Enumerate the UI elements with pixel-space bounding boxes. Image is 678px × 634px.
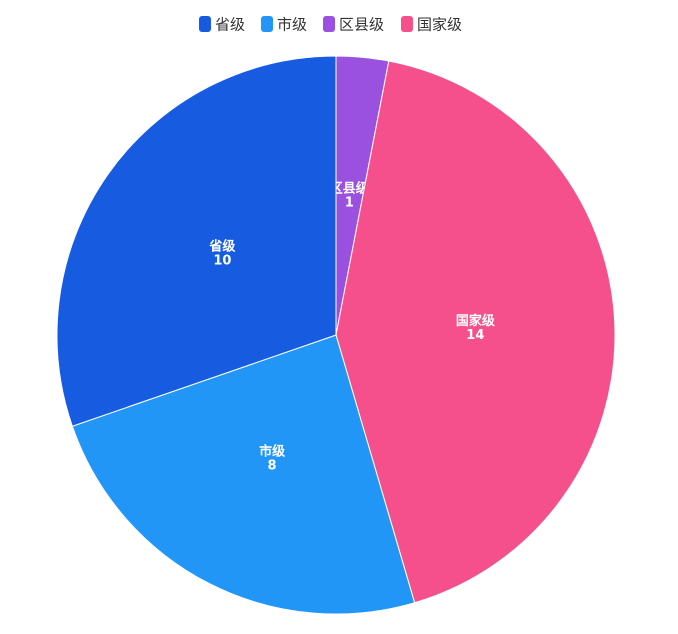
slice-label: 市级: [259, 443, 286, 459]
legend-label: 区县级: [339, 16, 384, 34]
legend-swatch: [323, 16, 335, 32]
slice-label: 区县级: [330, 181, 370, 197]
slice-label: 国家级: [456, 313, 496, 329]
legend-swatch: [199, 16, 211, 32]
legend-label: 国家级: [417, 16, 462, 34]
slice-value: 10: [213, 254, 231, 269]
slice-value: 14: [466, 328, 484, 343]
pie-slice: [56, 55, 337, 427]
legend-label: 省级: [215, 16, 245, 34]
legend-swatch: [261, 16, 273, 32]
legend-label: 市级: [277, 16, 307, 34]
slice-value: 8: [268, 458, 277, 473]
pie-slice: [71, 334, 416, 615]
slice-value: 1: [345, 196, 354, 211]
slice-label: 省级: [208, 239, 236, 255]
legend-swatch: [401, 16, 413, 32]
pie-slice: [335, 60, 616, 604]
